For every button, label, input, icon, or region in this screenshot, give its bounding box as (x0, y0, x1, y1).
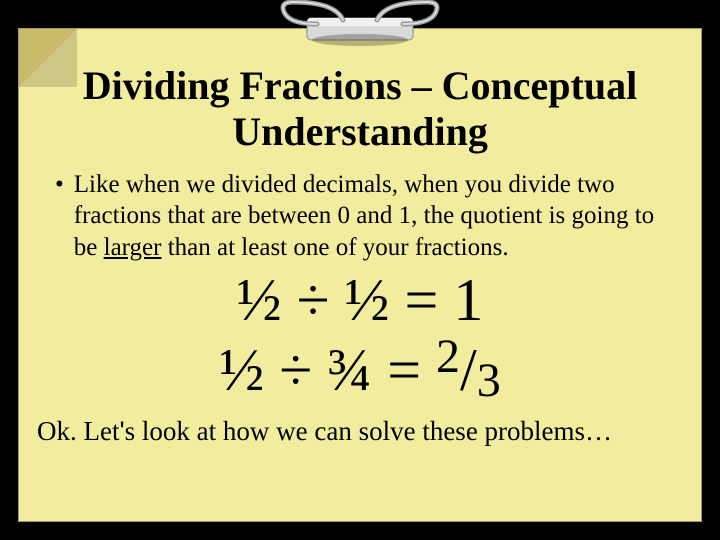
slide-paper: Dividing Fractions – Conceptual Understa… (18, 28, 702, 522)
bullet-text-post: than at least one of your fractions. (161, 234, 508, 261)
closing-text: Ok. Let's look at how we can solve these… (19, 406, 701, 447)
equation-2-denominator: 3 (477, 354, 501, 407)
binder-clip-icon (265, 0, 455, 59)
equation-1: ½ ÷ ½ = 1 (19, 269, 701, 332)
equations-block: ½ ÷ ½ = 1 ½ ÷ ¾ = 2/3 (19, 269, 701, 406)
bullet-text: Like when we divided decimals, when you … (74, 169, 665, 263)
equation-2-numerator: 2 (436, 330, 460, 383)
equation-2-lhs: ½ ÷ ¾ = (219, 337, 436, 403)
bullet-item: • Like when we divided decimals, when yo… (19, 161, 701, 263)
bullet-text-underlined: larger (104, 234, 162, 261)
equation-2: ½ ÷ ¾ = 2/3 (19, 332, 701, 406)
closing-post: s look at how we can solve these problem… (125, 416, 612, 446)
equation-2-slash: / (460, 337, 477, 403)
page-curl (19, 29, 77, 87)
bullet-marker: • (55, 169, 64, 263)
closing-pre: Ok. Let (37, 416, 119, 446)
